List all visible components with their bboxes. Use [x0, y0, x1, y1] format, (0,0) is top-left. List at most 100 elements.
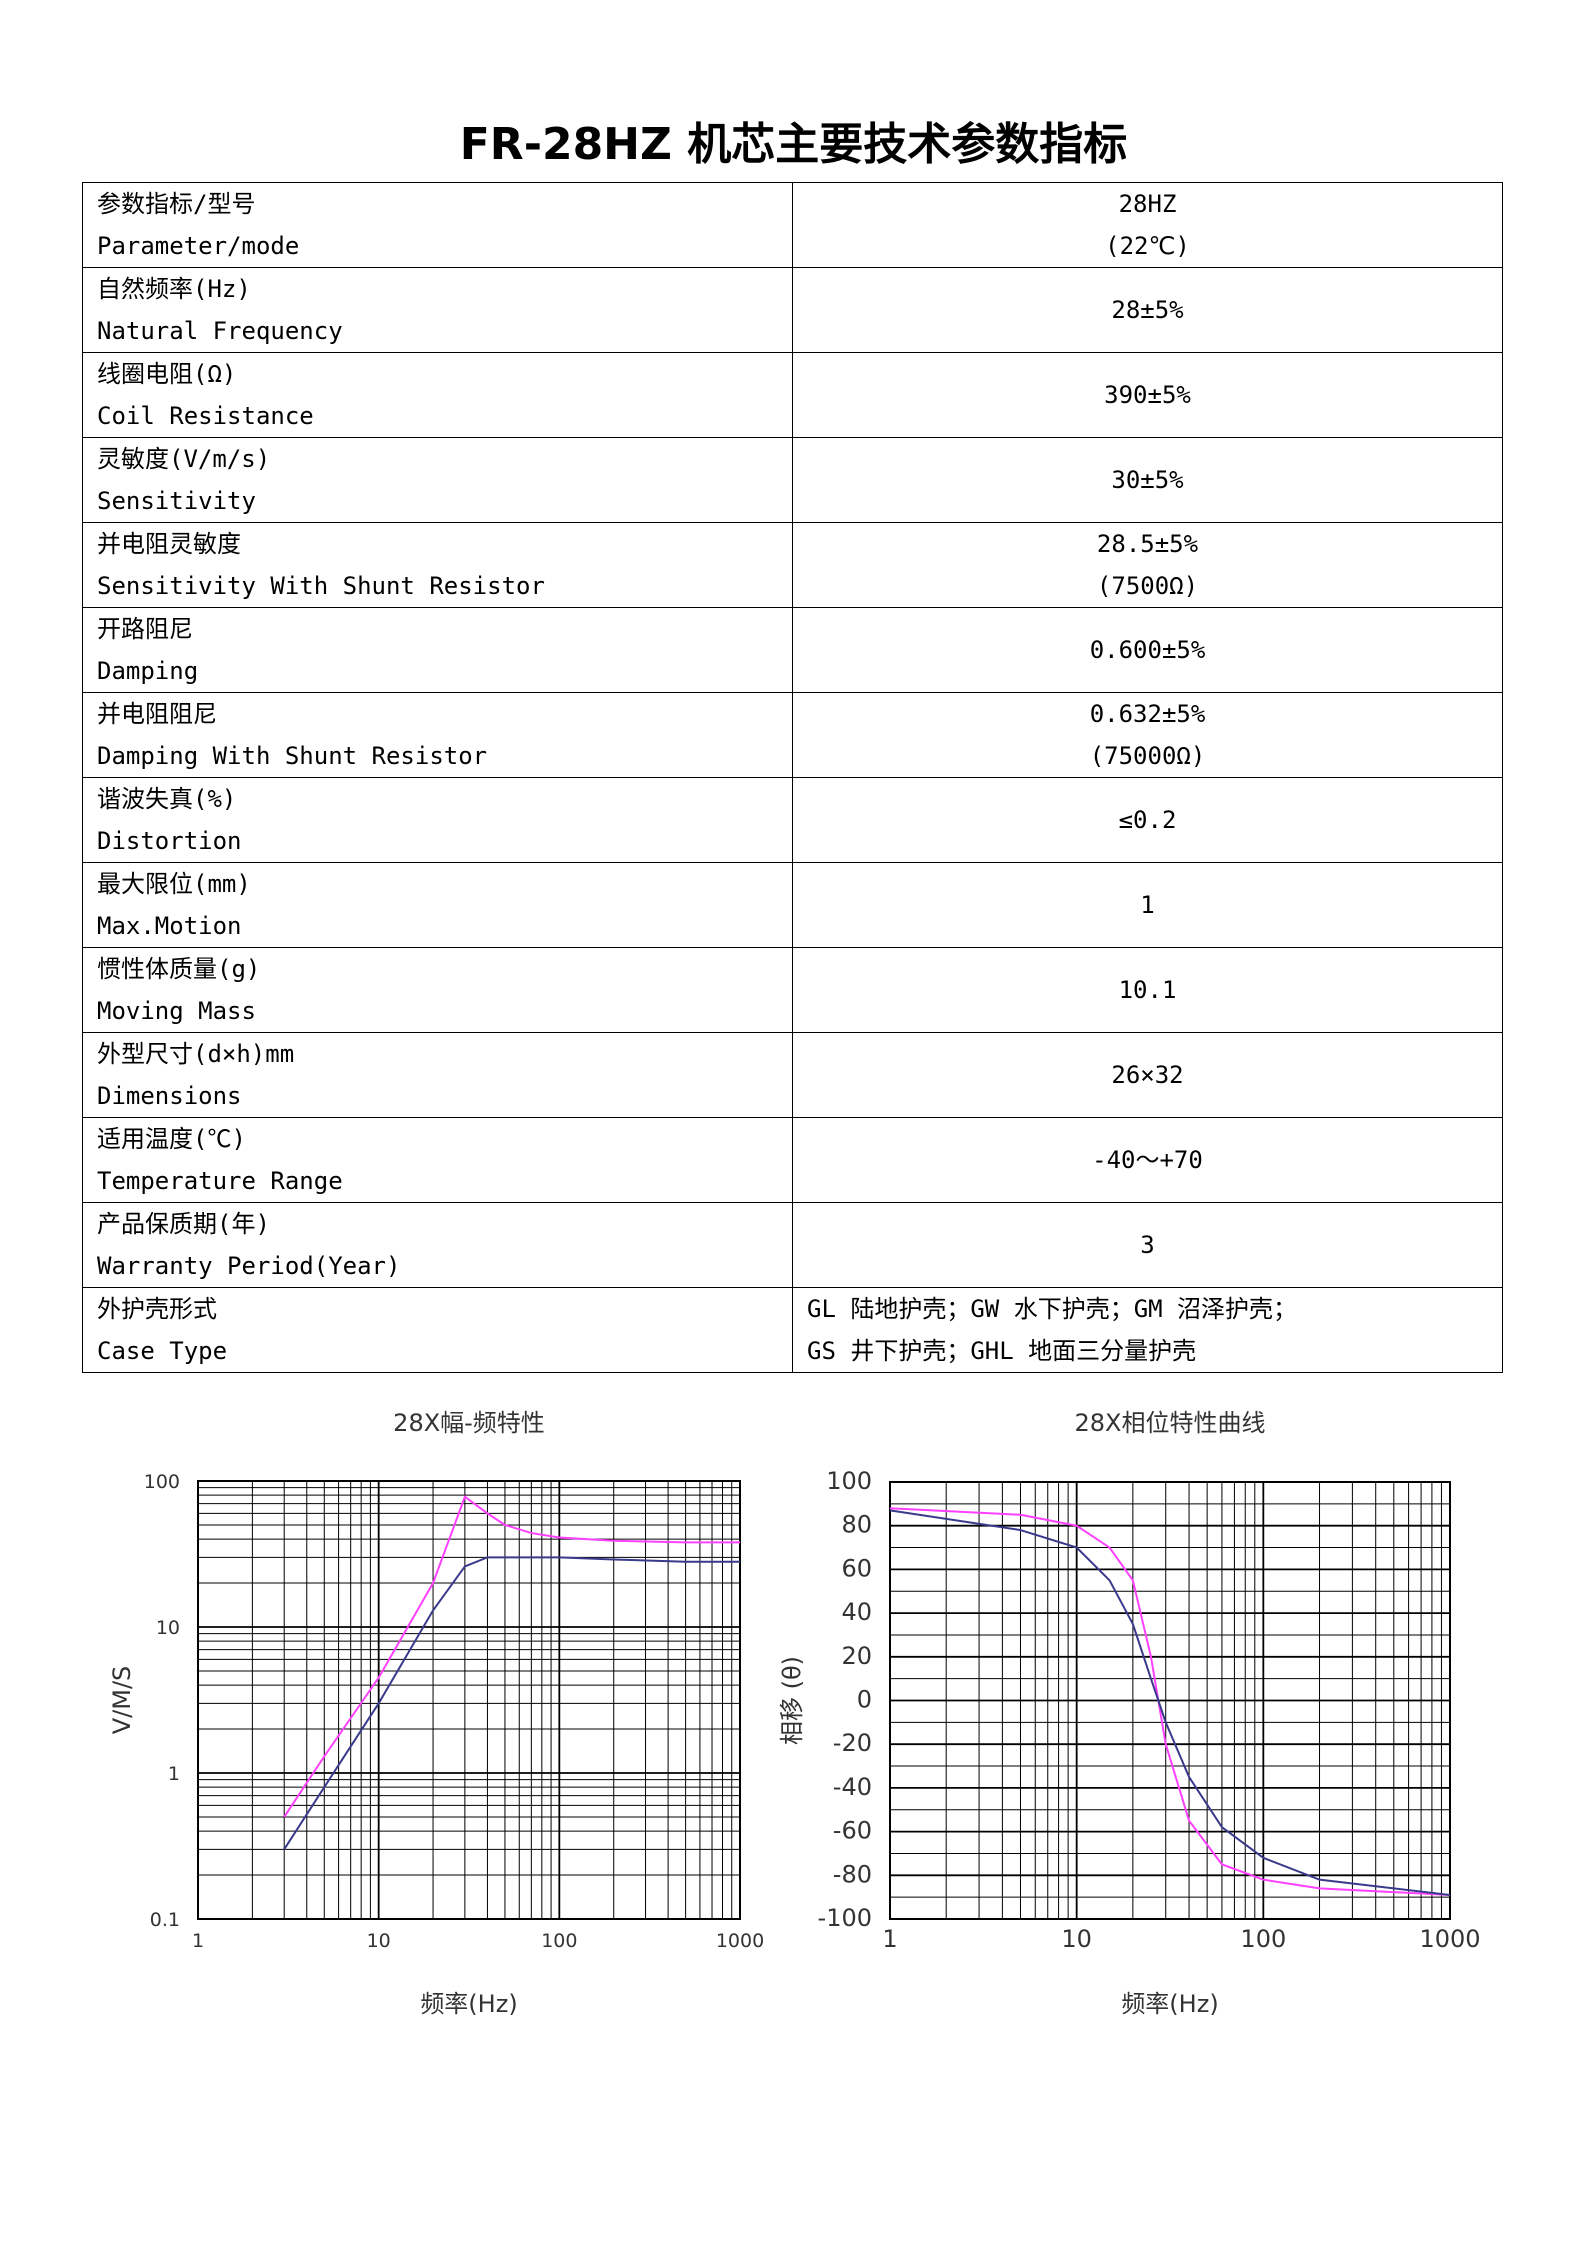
data-line: [283, 1556, 740, 1850]
value-cell: 28±5%: [793, 268, 1503, 352]
table-row: 外型尺寸(d×h)mm Dimensions 26×32: [83, 1033, 1503, 1118]
y-tick-label: 80: [841, 1511, 872, 1539]
x-tick-label: 10: [1061, 1925, 1092, 1953]
chart-title: 28X幅-频特性: [393, 1409, 545, 1437]
table-row: 最大限位(mm) Max.Motion 1: [83, 863, 1503, 948]
value-text: GL 陆地护壳；GW 水下护壳；GM 沼泽护壳；: [807, 1295, 1298, 1323]
param-cell: 并电阻灵敏度 Sensitivity With Shunt Resistor: [83, 523, 793, 607]
y-tick-label: -20: [833, 1729, 872, 1757]
value-cell: 390±5%: [793, 353, 1503, 437]
x-axis-label: 频率(Hz): [1121, 1990, 1218, 2018]
chart-title: 28X相位特性曲线: [1075, 1409, 1266, 1437]
param-text: 谐波失真(%): [97, 785, 237, 813]
param-text: 外型尺寸(d×h)mm: [97, 1040, 295, 1068]
param-cell: 最大限位(mm) Max.Motion: [83, 863, 793, 947]
param-cell: 自然频率(Hz) Natural Frequency: [83, 268, 793, 352]
y-tick-label: -40: [833, 1773, 872, 1801]
table-row: 参数指标/型号 Parameter/mode 28HZ (22℃): [83, 183, 1503, 268]
table-row: 开路阻尼 Damping 0.600±5%: [83, 608, 1503, 693]
param-text: Damping With Shunt Resistor: [97, 742, 488, 770]
param-text: 适用温度(℃): [97, 1125, 246, 1153]
param-cell: 参数指标/型号 Parameter/mode: [83, 183, 793, 267]
param-text: Case Type: [97, 1337, 228, 1365]
value-text: 1: [1140, 891, 1155, 919]
param-text: Parameter/mode: [97, 232, 300, 260]
value-text: 0.632±5%: [1089, 700, 1206, 728]
y-tick-label: 100: [144, 1471, 180, 1493]
value-text: 390±5%: [1104, 381, 1191, 409]
param-text: Coil Resistance: [97, 402, 314, 430]
param-text: Damping: [97, 657, 199, 685]
param-cell: 外护壳形式 Case Type: [83, 1288, 793, 1372]
param-cell: 产品保质期(年) Warranty Period(Year): [83, 1203, 793, 1287]
plot-frame: [197, 1480, 741, 1920]
param-text: Temperature Range: [97, 1167, 343, 1195]
data-line: [283, 1495, 740, 1818]
value-text: 0.600±5%: [1089, 636, 1206, 664]
value-text: 28±5%: [1111, 296, 1184, 324]
y-axis-label: V/M/S: [108, 1666, 136, 1735]
y-tick-label: -60: [833, 1817, 872, 1845]
value-cell: 3: [793, 1203, 1503, 1287]
value-text: (22℃): [1105, 232, 1190, 260]
x-axis-label: 频率(Hz): [420, 1990, 517, 2018]
value-text: 10.1: [1118, 976, 1177, 1004]
value-cell: 28HZ (22℃): [793, 183, 1503, 267]
value-cell: 28.5±5% (7500Ω): [793, 523, 1503, 607]
data-line: [889, 1507, 1451, 1896]
param-cell: 并电阻阻尼 Damping With Shunt Resistor: [83, 693, 793, 777]
param-cell: 开路阻尼 Damping: [83, 608, 793, 692]
value-cell: -40～+70: [793, 1118, 1503, 1202]
y-tick-label: 20: [841, 1642, 872, 1670]
param-text: Distortion: [97, 827, 242, 855]
param-text: 外护壳形式: [97, 1295, 217, 1323]
param-text: 线圈电阻(Ω): [97, 360, 237, 388]
param-text: Warranty Period(Year): [97, 1252, 401, 1280]
y-tick-label: 40: [841, 1598, 872, 1626]
value-cell: ≤0.2: [793, 778, 1503, 862]
param-cell: 惯性体质量(g) Moving Mass: [83, 948, 793, 1032]
param-text: Sensitivity With Shunt Resistor: [97, 572, 545, 600]
y-axis-label: 相移 (θ): [778, 1656, 806, 1745]
table-row: 灵敏度(V/m/s) Sensitivity 30±5%: [83, 438, 1503, 523]
x-tick-label: 100: [541, 1930, 577, 1952]
table-row: 产品保质期(年) Warranty Period(Year) 3: [83, 1203, 1503, 1288]
table-row: 线圈电阻(Ω) Coil Resistance 390±5%: [83, 353, 1503, 438]
param-text: Sensitivity: [97, 487, 256, 515]
x-tick-label: 1: [882, 1925, 897, 1953]
value-text: 3: [1140, 1231, 1155, 1259]
y-tick-label: 10: [156, 1617, 180, 1639]
value-cell: 0.632±5% (75000Ω): [793, 693, 1503, 777]
table-row: 自然频率(Hz) Natural Frequency 28±5%: [83, 268, 1503, 353]
param-text: 惯性体质量(g): [97, 955, 261, 983]
value-cell: GL 陆地护壳；GW 水下护壳；GM 沼泽护壳； GS 井下护壳；GHL 地面三分…: [793, 1288, 1503, 1372]
y-tick-label: -100: [818, 1904, 872, 1932]
x-tick-label: 100: [1240, 1925, 1286, 1953]
table-row: 并电阻灵敏度 Sensitivity With Shunt Resistor 28.…: [83, 523, 1503, 608]
value-text: -40～+70: [1092, 1146, 1203, 1174]
doc-title: FR-28HZ 机芯主要技术参数指标: [459, 119, 1128, 170]
param-text: Moving Mass: [97, 997, 256, 1025]
table-row: 外护壳形式 Case Type GL 陆地护壳；GW 水下护壳；GM 沼泽护壳； GS…: [83, 1288, 1503, 1373]
table-row: 惯性体质量(g) Moving Mass 10.1: [83, 948, 1503, 1033]
value-text: 28.5±5%: [1096, 530, 1199, 558]
x-tick-label: 1: [192, 1930, 204, 1952]
param-text: 并电阻灵敏度: [97, 530, 241, 558]
param-cell: 外型尺寸(d×h)mm Dimensions: [83, 1033, 793, 1117]
param-text: 产品保质期(年): [97, 1210, 270, 1238]
param-cell: 灵敏度(V/m/s) Sensitivity: [83, 438, 793, 522]
value-cell: 30±5%: [793, 438, 1503, 522]
param-text: 灵敏度(V/m/s): [97, 445, 271, 473]
value-cell: 26×32: [793, 1033, 1503, 1117]
value-text: 26×32: [1111, 1061, 1184, 1089]
plot-frame: [889, 1481, 1451, 1920]
y-tick-label: -80: [833, 1860, 872, 1888]
param-text: 并电阻阻尼: [97, 700, 217, 728]
table-row: 并电阻阻尼 Damping With Shunt Resistor 0.632±5%…: [83, 693, 1503, 778]
value-text: (7500Ω): [1096, 572, 1199, 600]
value-text: 30±5%: [1111, 466, 1184, 494]
param-text: Max.Motion: [97, 912, 242, 940]
param-text: Dimensions: [97, 1082, 242, 1110]
